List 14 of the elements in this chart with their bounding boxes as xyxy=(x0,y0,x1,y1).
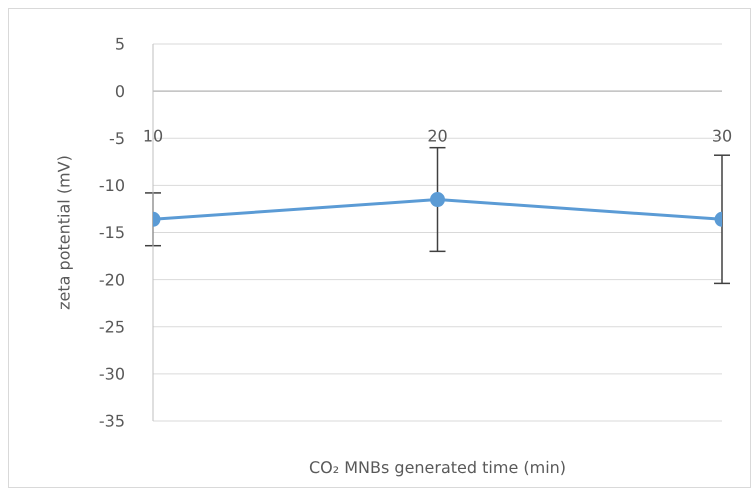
y-tick-label: -30 xyxy=(98,364,125,384)
y-tick-label: -20 xyxy=(98,270,125,290)
x-axis-title: CO₂ MNBs generated time (min) xyxy=(308,458,566,477)
x-tick-label: 20 xyxy=(427,126,448,146)
y-tick-label: -35 xyxy=(98,412,125,431)
y-tick-label: -10 xyxy=(98,176,125,196)
x-tick-label: 30 xyxy=(712,126,732,146)
y-axis-title: zeta potential (mV) xyxy=(54,155,74,310)
x-tick-label: 10 xyxy=(142,126,164,146)
y-tick-label: 5 xyxy=(114,34,125,54)
y-tick-label: -15 xyxy=(98,223,125,242)
y-tick-label: -25 xyxy=(98,317,125,336)
y-tick-label: 0 xyxy=(114,82,125,101)
y-tick-label: -5 xyxy=(109,128,125,148)
